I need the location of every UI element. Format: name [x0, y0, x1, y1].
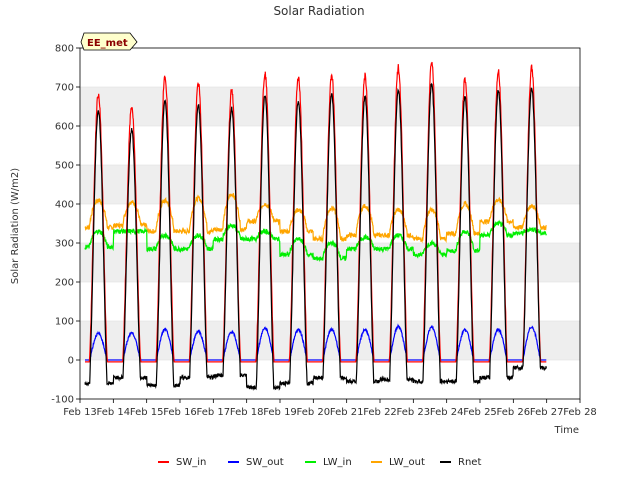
x-tick-label: Feb 27 — [530, 407, 564, 418]
legend-label: LW_in — [323, 457, 352, 468]
y-tick-label: 800 — [55, 44, 74, 55]
y-tick-label: 700 — [55, 83, 74, 94]
site-badge-label: EE_met — [87, 38, 128, 49]
x-axis-ticks: Feb 13 Feb 14 Feb 15 Feb 16 Feb 17 Feb 18 Feb … — [63, 399, 597, 418]
x-tick-label: Feb 18 — [230, 407, 264, 418]
grid-band — [80, 165, 580, 204]
x-tick-label: Feb 19 — [263, 407, 297, 418]
y-axis-ticks: -100 0 100 200 300 400 500 600 700 800 — [51, 44, 80, 406]
y-axis-label: Solar Radiation (W/m2) — [10, 168, 21, 284]
plot-frame — [79, 47, 581, 400]
x-tick-label: Feb 23 — [397, 407, 431, 418]
y-tick-label: -100 — [51, 395, 74, 406]
x-tick-label: Feb 21 — [330, 407, 364, 418]
x-tick-label: Feb 28 — [563, 407, 597, 418]
legend-label: SW_out — [246, 457, 284, 468]
x-tick-label: Feb 22 — [363, 407, 397, 418]
y-tick-label: 600 — [55, 122, 74, 133]
x-tick-label: Feb 26 — [497, 407, 531, 418]
x-tick-label: Feb 24 — [430, 407, 464, 418]
x-tick-label: Feb 20 — [297, 407, 331, 418]
x-tick-label: Feb 17 — [197, 407, 231, 418]
grid-band — [80, 243, 580, 282]
y-tick-label: 100 — [55, 317, 74, 328]
x-tick-label: Feb 15 — [130, 407, 164, 418]
y-tick-label: 400 — [55, 200, 74, 211]
y-tick-label: 0 — [68, 356, 74, 367]
x-tick-label: Feb 14 — [97, 407, 131, 418]
y-tick-label: 200 — [55, 278, 74, 289]
series-line-sw-out — [85, 323, 547, 361]
y-tick-label: 300 — [55, 239, 74, 250]
series-layer — [84, 61, 547, 391]
x-axis-label: Time — [554, 425, 579, 436]
chart-title: Solar Radiation — [273, 4, 364, 18]
legend-label: LW_out — [389, 457, 425, 468]
x-tick-label: Feb 16 — [163, 407, 197, 418]
grid-band — [80, 321, 580, 360]
legend-label: Rnet — [458, 457, 481, 468]
series-line-rnet — [84, 82, 547, 391]
site-badge: EE_met — [80, 32, 138, 51]
legend-label: SW_in — [176, 457, 206, 468]
y-tick-label: 500 — [55, 161, 74, 172]
legend: SW_in SW_out LW_in LW_out Rnet — [158, 457, 481, 468]
x-tick-label: Feb 13 — [63, 407, 97, 418]
site-badge-box — [80, 32, 138, 51]
x-tick-label: Feb 25 — [463, 407, 497, 418]
